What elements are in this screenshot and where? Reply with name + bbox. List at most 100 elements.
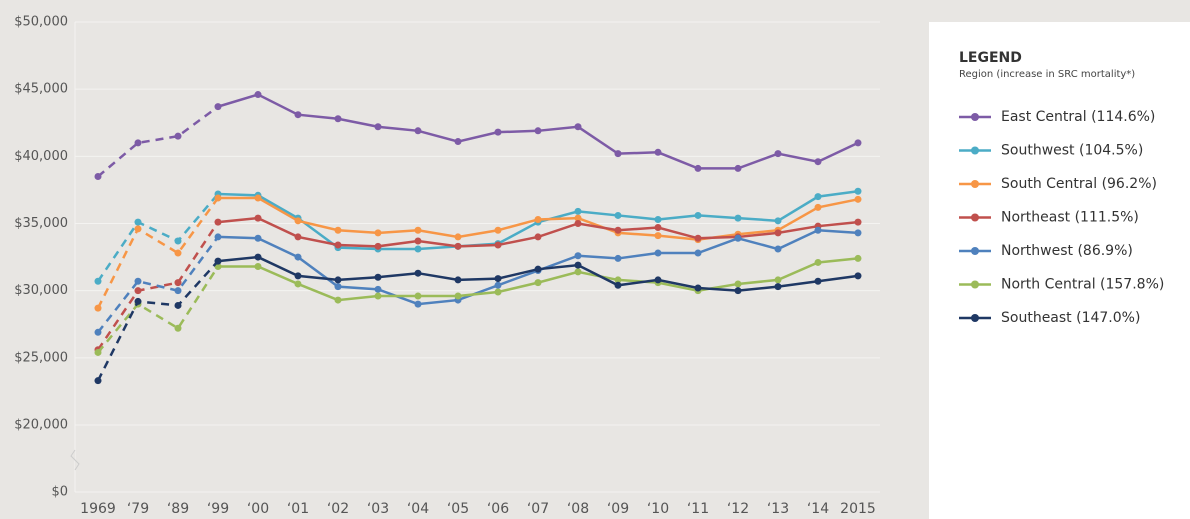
data-point xyxy=(94,377,102,385)
legend-marker xyxy=(971,247,979,255)
data-point xyxy=(454,292,462,300)
y-tick-label: $20,000 xyxy=(14,418,68,433)
data-point xyxy=(814,277,822,285)
legend-label: Southeast (147.0%) xyxy=(1001,310,1140,326)
data-point xyxy=(534,279,542,287)
data-point xyxy=(694,249,702,257)
legend-marker xyxy=(971,180,979,188)
legend-label: Northeast (111.5%) xyxy=(1001,210,1139,226)
legend-title: LEGEND xyxy=(959,50,1022,66)
axis-break xyxy=(70,449,80,471)
data-point xyxy=(294,233,302,241)
data-point xyxy=(734,214,742,222)
data-point xyxy=(774,217,782,225)
data-point xyxy=(174,301,182,309)
x-tick-label: ‘12 xyxy=(727,501,749,517)
data-point xyxy=(694,164,702,172)
data-point xyxy=(614,276,622,284)
data-point xyxy=(334,276,342,284)
data-point xyxy=(414,237,422,245)
data-point xyxy=(654,276,662,284)
data-point xyxy=(534,127,542,135)
data-point xyxy=(774,150,782,158)
x-tick-label: ‘03 xyxy=(367,501,389,517)
data-point xyxy=(494,128,502,136)
data-point xyxy=(534,233,542,241)
data-point xyxy=(374,292,382,300)
data-point xyxy=(134,225,142,233)
data-point xyxy=(694,284,702,292)
x-tick-label: ‘10 xyxy=(647,501,669,517)
data-point xyxy=(534,265,542,273)
x-tick-label: ‘04 xyxy=(407,501,429,517)
y-tick-label: $50,000 xyxy=(14,15,68,30)
data-point xyxy=(94,277,102,285)
data-point xyxy=(374,123,382,131)
series-line-dashed xyxy=(96,260,219,382)
x-tick-label: ‘08 xyxy=(567,501,589,517)
data-point xyxy=(414,245,422,253)
data-point xyxy=(494,288,502,296)
data-point xyxy=(574,268,582,276)
data-point xyxy=(334,241,342,249)
x-tick-label: ‘13 xyxy=(767,501,789,517)
data-point xyxy=(654,148,662,156)
data-point xyxy=(654,249,662,257)
data-point xyxy=(494,241,502,249)
x-tick-label: ‘99 xyxy=(207,501,229,517)
data-point xyxy=(814,203,822,211)
data-point xyxy=(494,275,502,283)
data-point xyxy=(574,261,582,269)
data-point xyxy=(214,194,222,202)
data-point xyxy=(374,242,382,250)
x-tick-label: 2015 xyxy=(840,501,876,517)
data-point xyxy=(254,253,262,261)
data-point xyxy=(94,348,102,356)
data-point xyxy=(814,193,822,201)
legend-marker xyxy=(971,213,979,222)
legend-label: North Central (157.8%) xyxy=(1001,277,1164,293)
data-point xyxy=(454,242,462,250)
data-point xyxy=(814,258,822,266)
data-point xyxy=(134,218,142,226)
data-point xyxy=(494,281,502,289)
data-point xyxy=(174,132,182,140)
data-point xyxy=(614,254,622,262)
data-point xyxy=(294,272,302,280)
x-tick-label: ‘09 xyxy=(607,501,629,517)
data-point xyxy=(734,287,742,295)
data-point xyxy=(574,123,582,131)
data-point xyxy=(614,150,622,158)
data-point xyxy=(254,234,262,242)
data-point xyxy=(374,273,382,281)
legend-label: Northwest (86.9%) xyxy=(1001,243,1133,259)
data-point xyxy=(374,229,382,237)
data-point xyxy=(414,226,422,234)
data-point xyxy=(254,262,262,270)
data-point xyxy=(94,172,102,180)
y-tick-label: $40,000 xyxy=(14,149,68,164)
data-point xyxy=(614,211,622,219)
legend-marker xyxy=(971,280,979,289)
y-tick-label: $25,000 xyxy=(14,350,68,365)
x-tick-label: ‘11 xyxy=(687,501,709,517)
data-point xyxy=(214,218,222,226)
x-tick-label: ‘06 xyxy=(487,501,509,517)
legend-subtitle: Region (increase in SRC mortality*) xyxy=(959,69,1135,80)
legend-marker xyxy=(971,146,979,155)
data-point xyxy=(854,218,862,226)
data-point xyxy=(334,296,342,304)
legend-marker xyxy=(971,113,979,121)
data-point xyxy=(574,214,582,222)
data-point xyxy=(854,229,862,237)
x-tick-label: ‘01 xyxy=(287,501,309,517)
x-tick-label: 1969 xyxy=(80,501,116,517)
data-point xyxy=(814,158,822,166)
data-point xyxy=(254,214,262,222)
data-point xyxy=(614,281,622,289)
x-tick-label: ‘79 xyxy=(127,501,149,517)
y-tick-label: $30,000 xyxy=(14,283,68,298)
data-point xyxy=(294,253,302,261)
data-point xyxy=(494,226,502,234)
data-point xyxy=(414,300,422,308)
